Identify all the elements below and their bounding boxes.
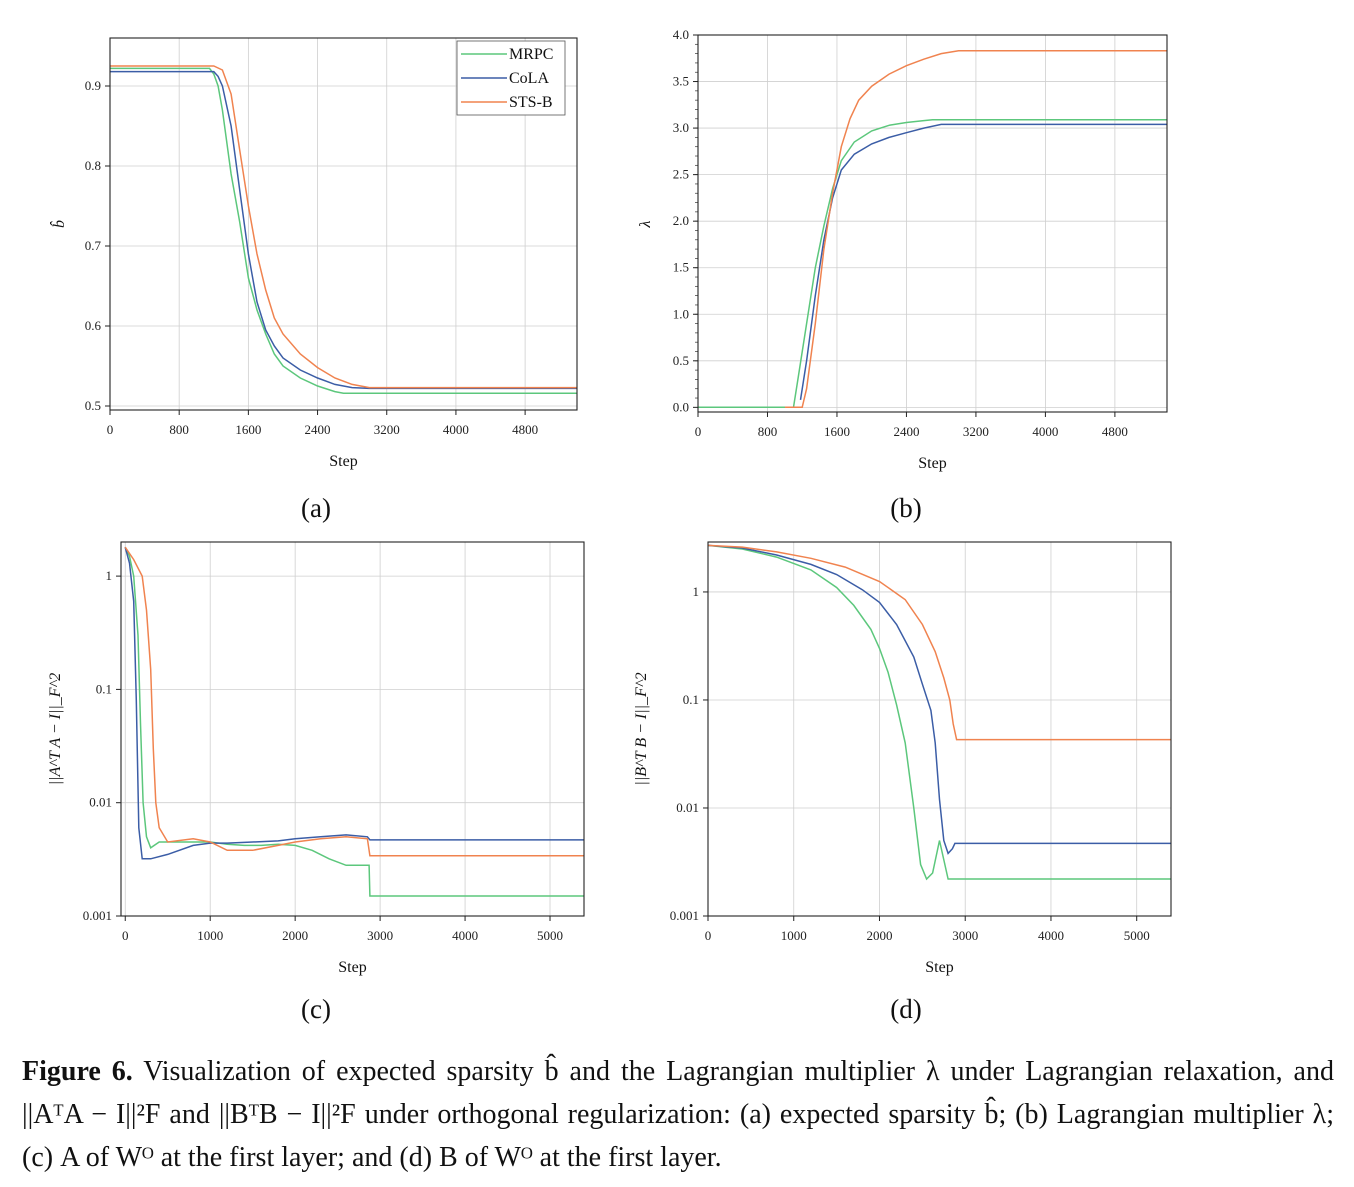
plot-frame	[707, 541, 1172, 917]
x-tick-label: 2400	[893, 424, 919, 439]
y-tick-label: 0.001	[670, 908, 699, 923]
y-axis-label: ||B^T B − I||_F^2	[633, 672, 650, 785]
legend: MRPC CoLA STS-B	[456, 40, 566, 116]
chart-panel-c: 0 1000 2000 3000 4000 5000 0.001 0.01 0.1 1 Step ||…	[47, 541, 585, 1024]
x-tick-label: 3200	[963, 424, 989, 439]
x-tick-label: 3000	[952, 928, 978, 943]
x-tick-label: 0	[705, 928, 712, 943]
panel-label: (a)	[301, 493, 331, 523]
y-tick-label: 0.8	[85, 158, 101, 173]
x-tick-label: 2000	[866, 928, 892, 943]
x-tick-label: 4800	[512, 422, 538, 437]
y-axis-label: λ	[637, 220, 654, 228]
y-tick-label: 0.5	[85, 398, 101, 413]
x-tick-label: 1600	[235, 422, 261, 437]
y-tick-label: 0.001	[83, 908, 112, 923]
plot-frame	[697, 34, 1168, 413]
x-tick-label: 4800	[1102, 424, 1128, 439]
x-tick-label: 4000	[452, 928, 478, 943]
y-tick-label: 0.0	[673, 399, 689, 414]
y-tick-label: 0.1	[683, 692, 699, 707]
panel-label: (b)	[890, 493, 921, 523]
y-axis-label: ||A^T A − I||_F^2	[47, 673, 64, 786]
x-tick-label: 1600	[824, 424, 850, 439]
caption-lead: Figure 6.	[22, 1056, 133, 1087]
series-line-cola	[124, 547, 584, 860]
x-axis-label: Step	[918, 455, 946, 472]
x-tick-label: 1000	[781, 928, 807, 943]
x-tick-label: 2000	[282, 928, 308, 943]
x-axis-label: Step	[338, 959, 366, 976]
legend-label: MRPC	[509, 46, 553, 63]
series-line-stsb	[124, 546, 584, 857]
series-line-mrpc	[698, 118, 1167, 409]
y-tick-label: 1	[693, 584, 700, 599]
y-tick-label: 1.5	[673, 260, 689, 275]
y-tick-label: 3.5	[673, 74, 689, 89]
y-tick-label: 3.0	[673, 120, 689, 135]
series-line-stsb	[110, 65, 577, 389]
x-tick-label: 4000	[1032, 424, 1058, 439]
x-axis-label: Step	[329, 453, 357, 470]
chart-panel-b: 0 800 1600 2400 3200 4000 4800 0.0 0.5 1.0 1.5 2.0 2…	[637, 27, 1168, 523]
y-tick-label: 0.01	[89, 795, 112, 810]
chart-panel-a: 0 800 1600 2400 3200 4000 4800 0.5 0.6 0.7 0.8 0.9 S…	[49, 37, 578, 523]
series-line-stsb	[784, 50, 1167, 409]
series-line-mrpc	[707, 544, 1171, 881]
x-tick-label: 0	[122, 928, 129, 943]
x-tick-label: 5000	[537, 928, 563, 943]
x-tick-label: 3000	[367, 928, 393, 943]
legend-label: STS-B	[509, 94, 553, 111]
y-tick-label: 1	[106, 568, 113, 583]
legend-label: CoLA	[509, 70, 549, 87]
series-line-cola	[799, 123, 1167, 401]
figure-panels: 0 800 1600 2400 3200 4000 4800 0.5 0.6 0.7 0.8 0.9 S…	[47, 27, 1172, 1024]
y-tick-label: 0.9	[85, 78, 101, 93]
panel-label: (d)	[890, 994, 921, 1024]
y-tick-label: 0.01	[676, 800, 699, 815]
y-tick-label: 0.7	[85, 238, 102, 253]
x-tick-label: 800	[169, 422, 189, 437]
y-tick-label: 0.5	[673, 353, 689, 368]
y-tick-label: 4.0	[673, 27, 689, 42]
x-axis-label: Step	[925, 959, 953, 976]
x-tick-label: 4000	[443, 422, 469, 437]
y-axis-label: b̂	[49, 220, 68, 228]
series-line-mrpc	[110, 67, 577, 394]
x-tick-label: 5000	[1124, 928, 1150, 943]
caption-text: Visualization of expected sparsity b̂ an…	[22, 1056, 1334, 1173]
chart-panel-d: 0 1000 2000 3000 4000 5000 0.001 0.01 0.1 1 Step ||…	[633, 541, 1172, 1024]
figure-caption: Figure 6. Visualization of expected spar…	[22, 1050, 1334, 1179]
series-line-mrpc	[124, 546, 584, 897]
x-tick-label: 2400	[305, 422, 331, 437]
x-tick-label: 0	[695, 424, 702, 439]
x-tick-label: 800	[758, 424, 778, 439]
panel-label: (c)	[301, 994, 331, 1024]
y-tick-label: 2.5	[673, 167, 689, 182]
x-tick-label: 0	[107, 422, 114, 437]
series-line-cola	[707, 544, 1171, 855]
plot-frame	[120, 541, 585, 917]
y-tick-label: 2.0	[673, 213, 689, 228]
y-tick-label: 1.0	[673, 306, 689, 321]
y-tick-label: 0.1	[96, 681, 112, 696]
x-tick-label: 4000	[1038, 928, 1064, 943]
series-line-cola	[110, 70, 577, 390]
plot-frame	[109, 37, 578, 411]
x-tick-label: 3200	[374, 422, 400, 437]
series-line-stsb	[707, 544, 1171, 741]
y-tick-label: 0.6	[85, 318, 102, 333]
x-tick-label: 1000	[197, 928, 223, 943]
